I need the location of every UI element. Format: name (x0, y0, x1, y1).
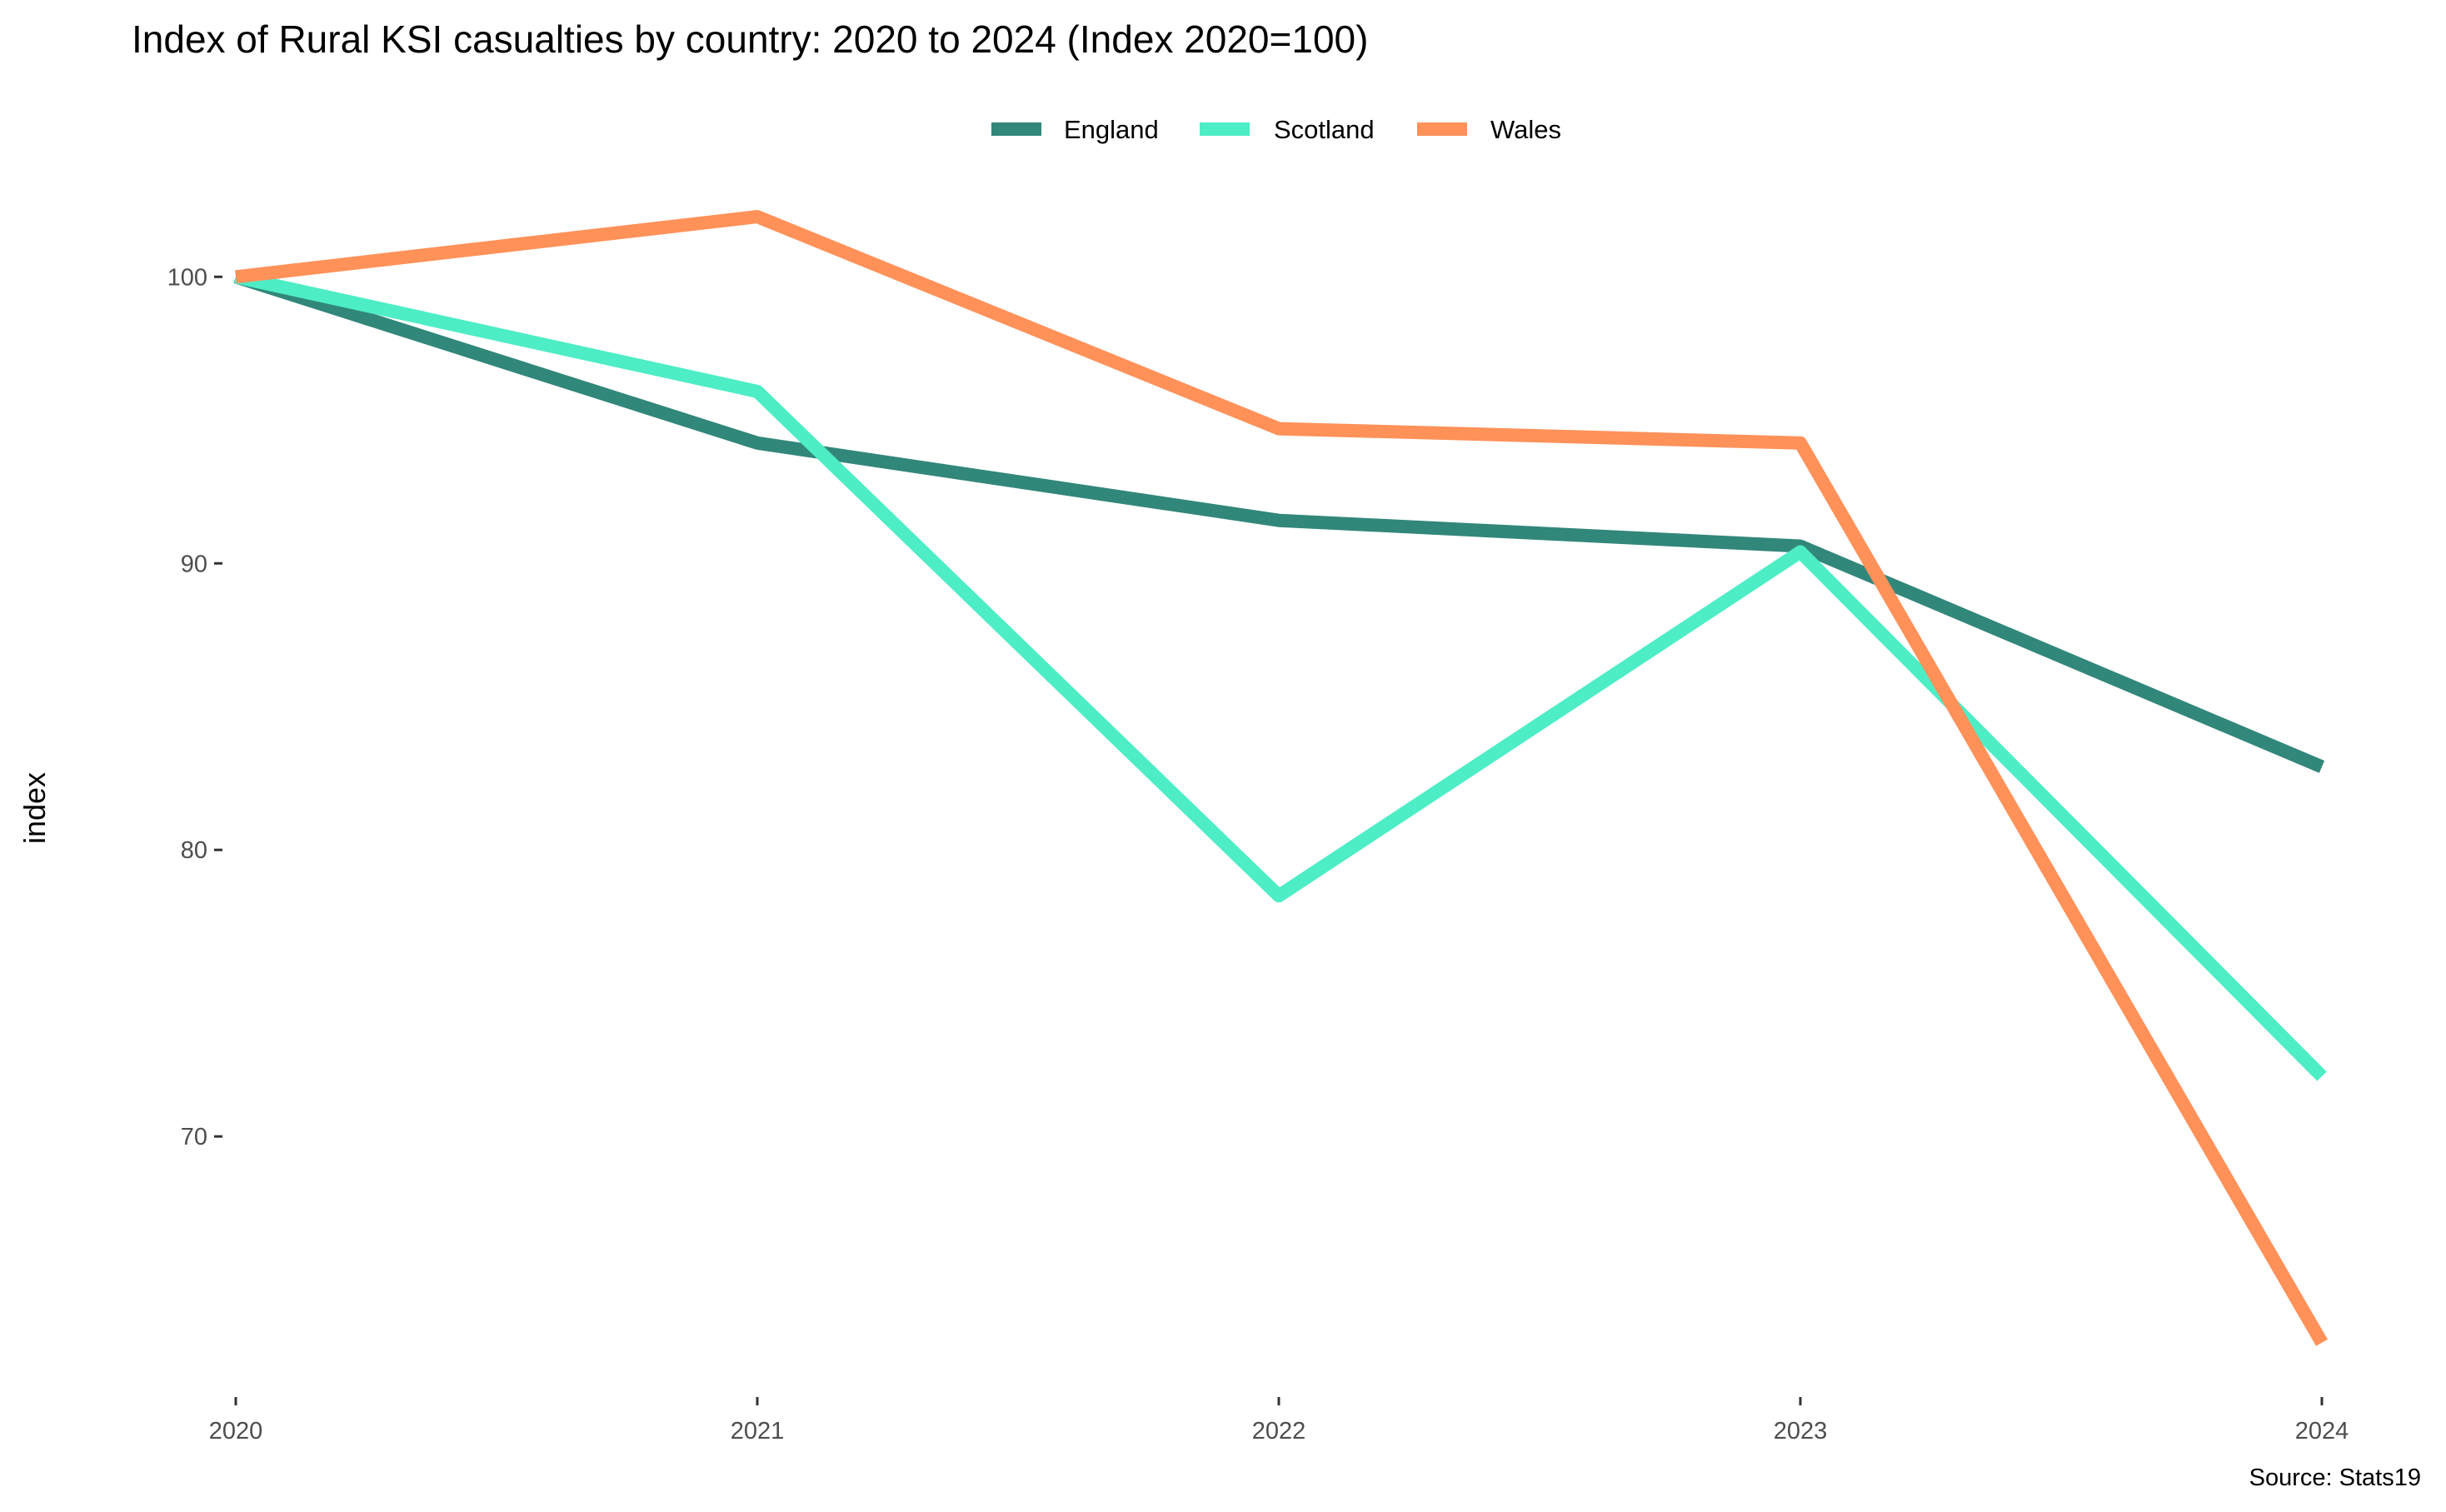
x-axis: 2020 2021 2022 2023 2024 (209, 1397, 2349, 1445)
x-tick-label: 2020 (209, 1418, 263, 1445)
legend-label-wales: Wales (1490, 115, 1561, 144)
series-line-wales (235, 210, 2328, 1346)
chart-caption: Source: Stats19 (2249, 1465, 2421, 1491)
series-line-scotland (234, 270, 2327, 1081)
y-axis-title: index (17, 772, 52, 844)
x-tick-label: 2021 (731, 1418, 785, 1445)
legend-label-england: England (1064, 115, 1159, 144)
y-tick-label: 70 (181, 1124, 207, 1150)
series-lines (233, 210, 2328, 1346)
chart-legend: England Scotland Wales (991, 115, 1561, 144)
series-line-england (233, 270, 2325, 773)
y-tick-label: 80 (181, 837, 207, 864)
y-tick-label: 90 (181, 551, 207, 577)
legend-label-scotland: Scotland (1274, 115, 1375, 144)
y-axis: 70 80 90 100 (167, 264, 222, 1150)
x-tick-label: 2024 (2295, 1418, 2349, 1445)
x-tick-label: 2023 (1774, 1418, 1828, 1445)
y-tick-label: 100 (167, 264, 207, 291)
x-tick-label: 2022 (1252, 1418, 1306, 1445)
chart-title: Index of Rural KSI casualties by country… (132, 17, 1368, 61)
